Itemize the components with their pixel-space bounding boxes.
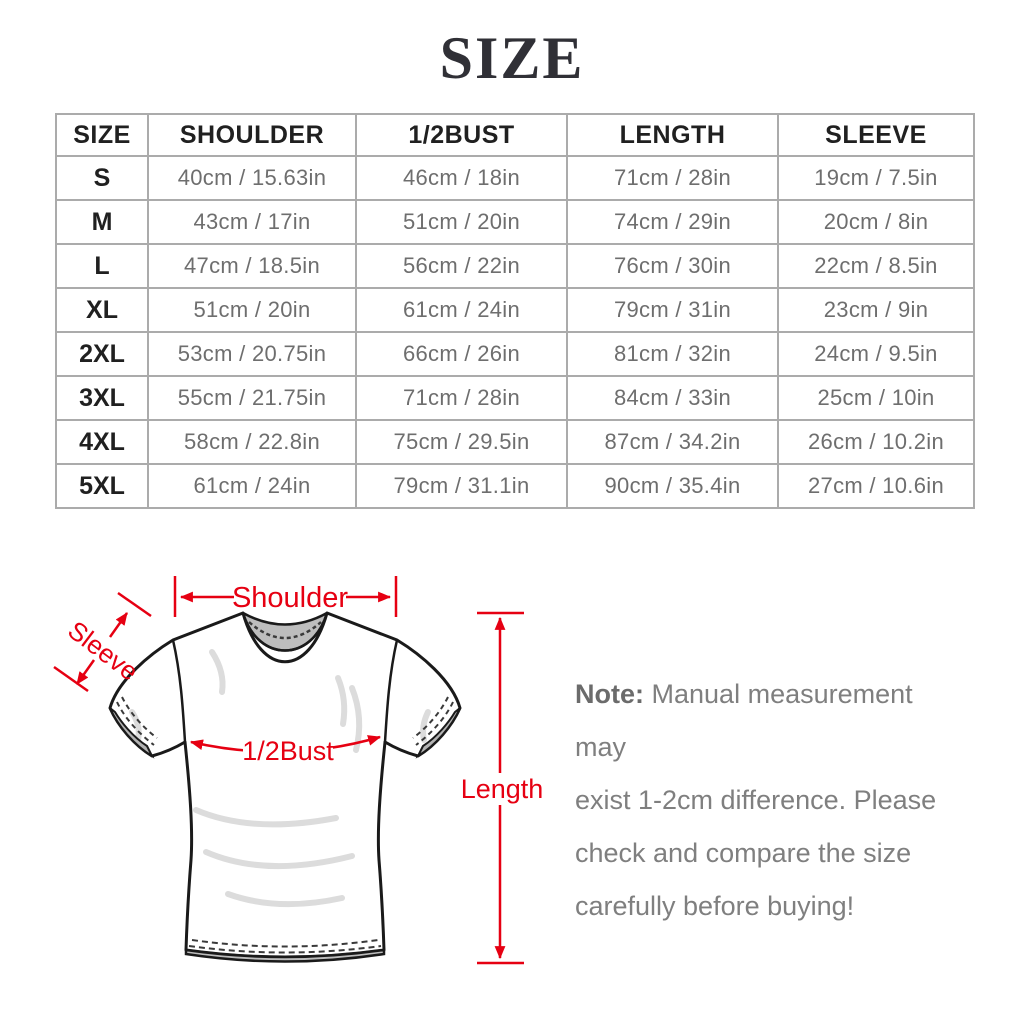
- size-cell: 2XL: [55, 331, 149, 377]
- value-cell: 58cm / 22.8in: [147, 419, 357, 465]
- value-cell: 40cm / 15.63in: [147, 155, 357, 201]
- value-cell: 90cm / 35.4in: [566, 463, 779, 509]
- wrinkle-shading: [129, 649, 431, 908]
- table-row: M 43cm / 17in 51cm / 20in 74cm / 29in 20…: [55, 199, 975, 245]
- collar-stitch: [248, 621, 322, 640]
- value-cell: 55cm / 21.75in: [147, 375, 357, 421]
- size-cell: 4XL: [55, 419, 149, 465]
- page-title: SIZE: [439, 25, 585, 91]
- value-cell: 22cm / 8.5in: [777, 243, 975, 289]
- value-cell: 53cm / 20.75in: [147, 331, 357, 377]
- cuff-right-stitches: [412, 696, 454, 746]
- length-label: Length: [461, 774, 544, 804]
- note-label: Note:: [575, 679, 644, 709]
- size-table: SIZE SHOULDER 1/2BUST LENGTH SLEEVE S 40…: [55, 113, 975, 509]
- table-row: S 40cm / 15.63in 46cm / 18in 71cm / 28in…: [55, 155, 975, 201]
- sleeve-tick-top: [117, 591, 152, 618]
- shoulder-annotation: [173, 576, 398, 617]
- value-cell: 51cm / 20in: [355, 199, 568, 245]
- collar-rib-edge: [241, 612, 329, 652]
- value-cell: 66cm / 26in: [355, 331, 568, 377]
- value-cell: 19cm / 7.5in: [777, 155, 975, 201]
- value-cell: 79cm / 31in: [566, 287, 779, 333]
- note-text: Note: Manual measurement may exist 1-2cm…: [575, 668, 970, 933]
- value-cell: 61cm / 24in: [355, 287, 568, 333]
- value-cell: 61cm / 24in: [147, 463, 357, 509]
- armhole-seam-left: [171, 639, 187, 743]
- armhole-seam-right: [383, 639, 399, 743]
- note-line-2: exist 1-2cm difference. Please: [575, 785, 937, 815]
- sleeve-tick-bottom: [53, 665, 89, 693]
- value-cell: 84cm / 33in: [566, 375, 779, 421]
- sleeve-label: Sleeve: [62, 615, 144, 687]
- value-cell: 51cm / 20in: [147, 287, 357, 333]
- size-cell: S: [55, 155, 149, 201]
- hem-stitches: [188, 939, 382, 954]
- cuff-left: [109, 707, 155, 759]
- bust-label-bg: [243, 735, 333, 765]
- value-cell: 75cm / 29.5in: [355, 419, 568, 465]
- bust-label: 1/2Bust: [242, 736, 334, 766]
- header-cell-length: LENGTH: [566, 113, 779, 157]
- table-row: 4XL 58cm / 22.8in 75cm / 29.5in 87cm / 3…: [55, 419, 975, 465]
- shoulder-label: Shoulder: [232, 582, 348, 614]
- value-cell: 71cm / 28in: [566, 155, 779, 201]
- table-header-row: SIZE SHOULDER 1/2BUST LENGTH SLEEVE: [55, 113, 975, 157]
- sleeve-arrow-down: [75, 659, 96, 685]
- value-cell: 26cm / 10.2in: [777, 419, 975, 465]
- note-line-3: check and compare the size: [575, 838, 912, 868]
- length-label-bg: [463, 773, 541, 805]
- value-cell: 24cm / 9.5in: [777, 331, 975, 377]
- value-cell: 27cm / 10.6in: [777, 463, 975, 509]
- value-cell: 79cm / 31.1in: [355, 463, 568, 509]
- table-row: L 47cm / 18.5in 56cm / 22in 76cm / 30in …: [55, 243, 975, 289]
- value-cell: 47cm / 18.5in: [147, 243, 357, 289]
- note-line-1: Manual measurement may: [575, 679, 913, 762]
- table-row: 2XL 53cm / 20.75in 66cm / 26in 81cm / 32…: [55, 331, 975, 377]
- value-cell: 81cm / 32in: [566, 331, 779, 377]
- tshirt-drawing: [108, 611, 462, 963]
- size-cell: L: [55, 243, 149, 289]
- value-cell: 71cm / 28in: [355, 375, 568, 421]
- value-cell: 76cm / 30in: [566, 243, 779, 289]
- table-row: 5XL 61cm / 24in 79cm / 31.1in 90cm / 35.…: [55, 463, 975, 509]
- sleeve-annotation: [53, 591, 152, 693]
- size-cell: 5XL: [55, 463, 149, 509]
- table-row: XL 51cm / 20in 61cm / 24in 79cm / 31in 2…: [55, 287, 975, 333]
- hem-band: [184, 948, 386, 963]
- sleeve-arrow-up: [108, 612, 129, 638]
- cuff-right: [415, 707, 461, 759]
- value-cell: 20cm / 8in: [777, 199, 975, 245]
- table-row: 3XL 55cm / 21.75in 71cm / 28in 84cm / 33…: [55, 375, 975, 421]
- header-cell-shoulder: SHOULDER: [147, 113, 357, 157]
- note-line-4: carefully before buying!: [575, 891, 855, 921]
- size-cell: 3XL: [55, 375, 149, 421]
- header-cell-sleeve: SLEEVE: [777, 113, 975, 157]
- value-cell: 23cm / 9in: [777, 287, 975, 333]
- size-cell: XL: [55, 287, 149, 333]
- value-cell: 87cm / 34.2in: [566, 419, 779, 465]
- header-cell-bust: 1/2BUST: [355, 113, 568, 157]
- header-cell-size: SIZE: [55, 113, 149, 157]
- value-cell: 46cm / 18in: [355, 155, 568, 201]
- value-cell: 43cm / 17in: [147, 199, 357, 245]
- value-cell: 25cm / 10in: [777, 375, 975, 421]
- size-cell: M: [55, 199, 149, 245]
- cuff-left-stitches: [116, 696, 158, 746]
- value-cell: 74cm / 29in: [566, 199, 779, 245]
- tshirt-measurement-diagram: Shoulder Sleeve 1/2Bust Length: [53, 576, 544, 965]
- value-cell: 56cm / 22in: [355, 243, 568, 289]
